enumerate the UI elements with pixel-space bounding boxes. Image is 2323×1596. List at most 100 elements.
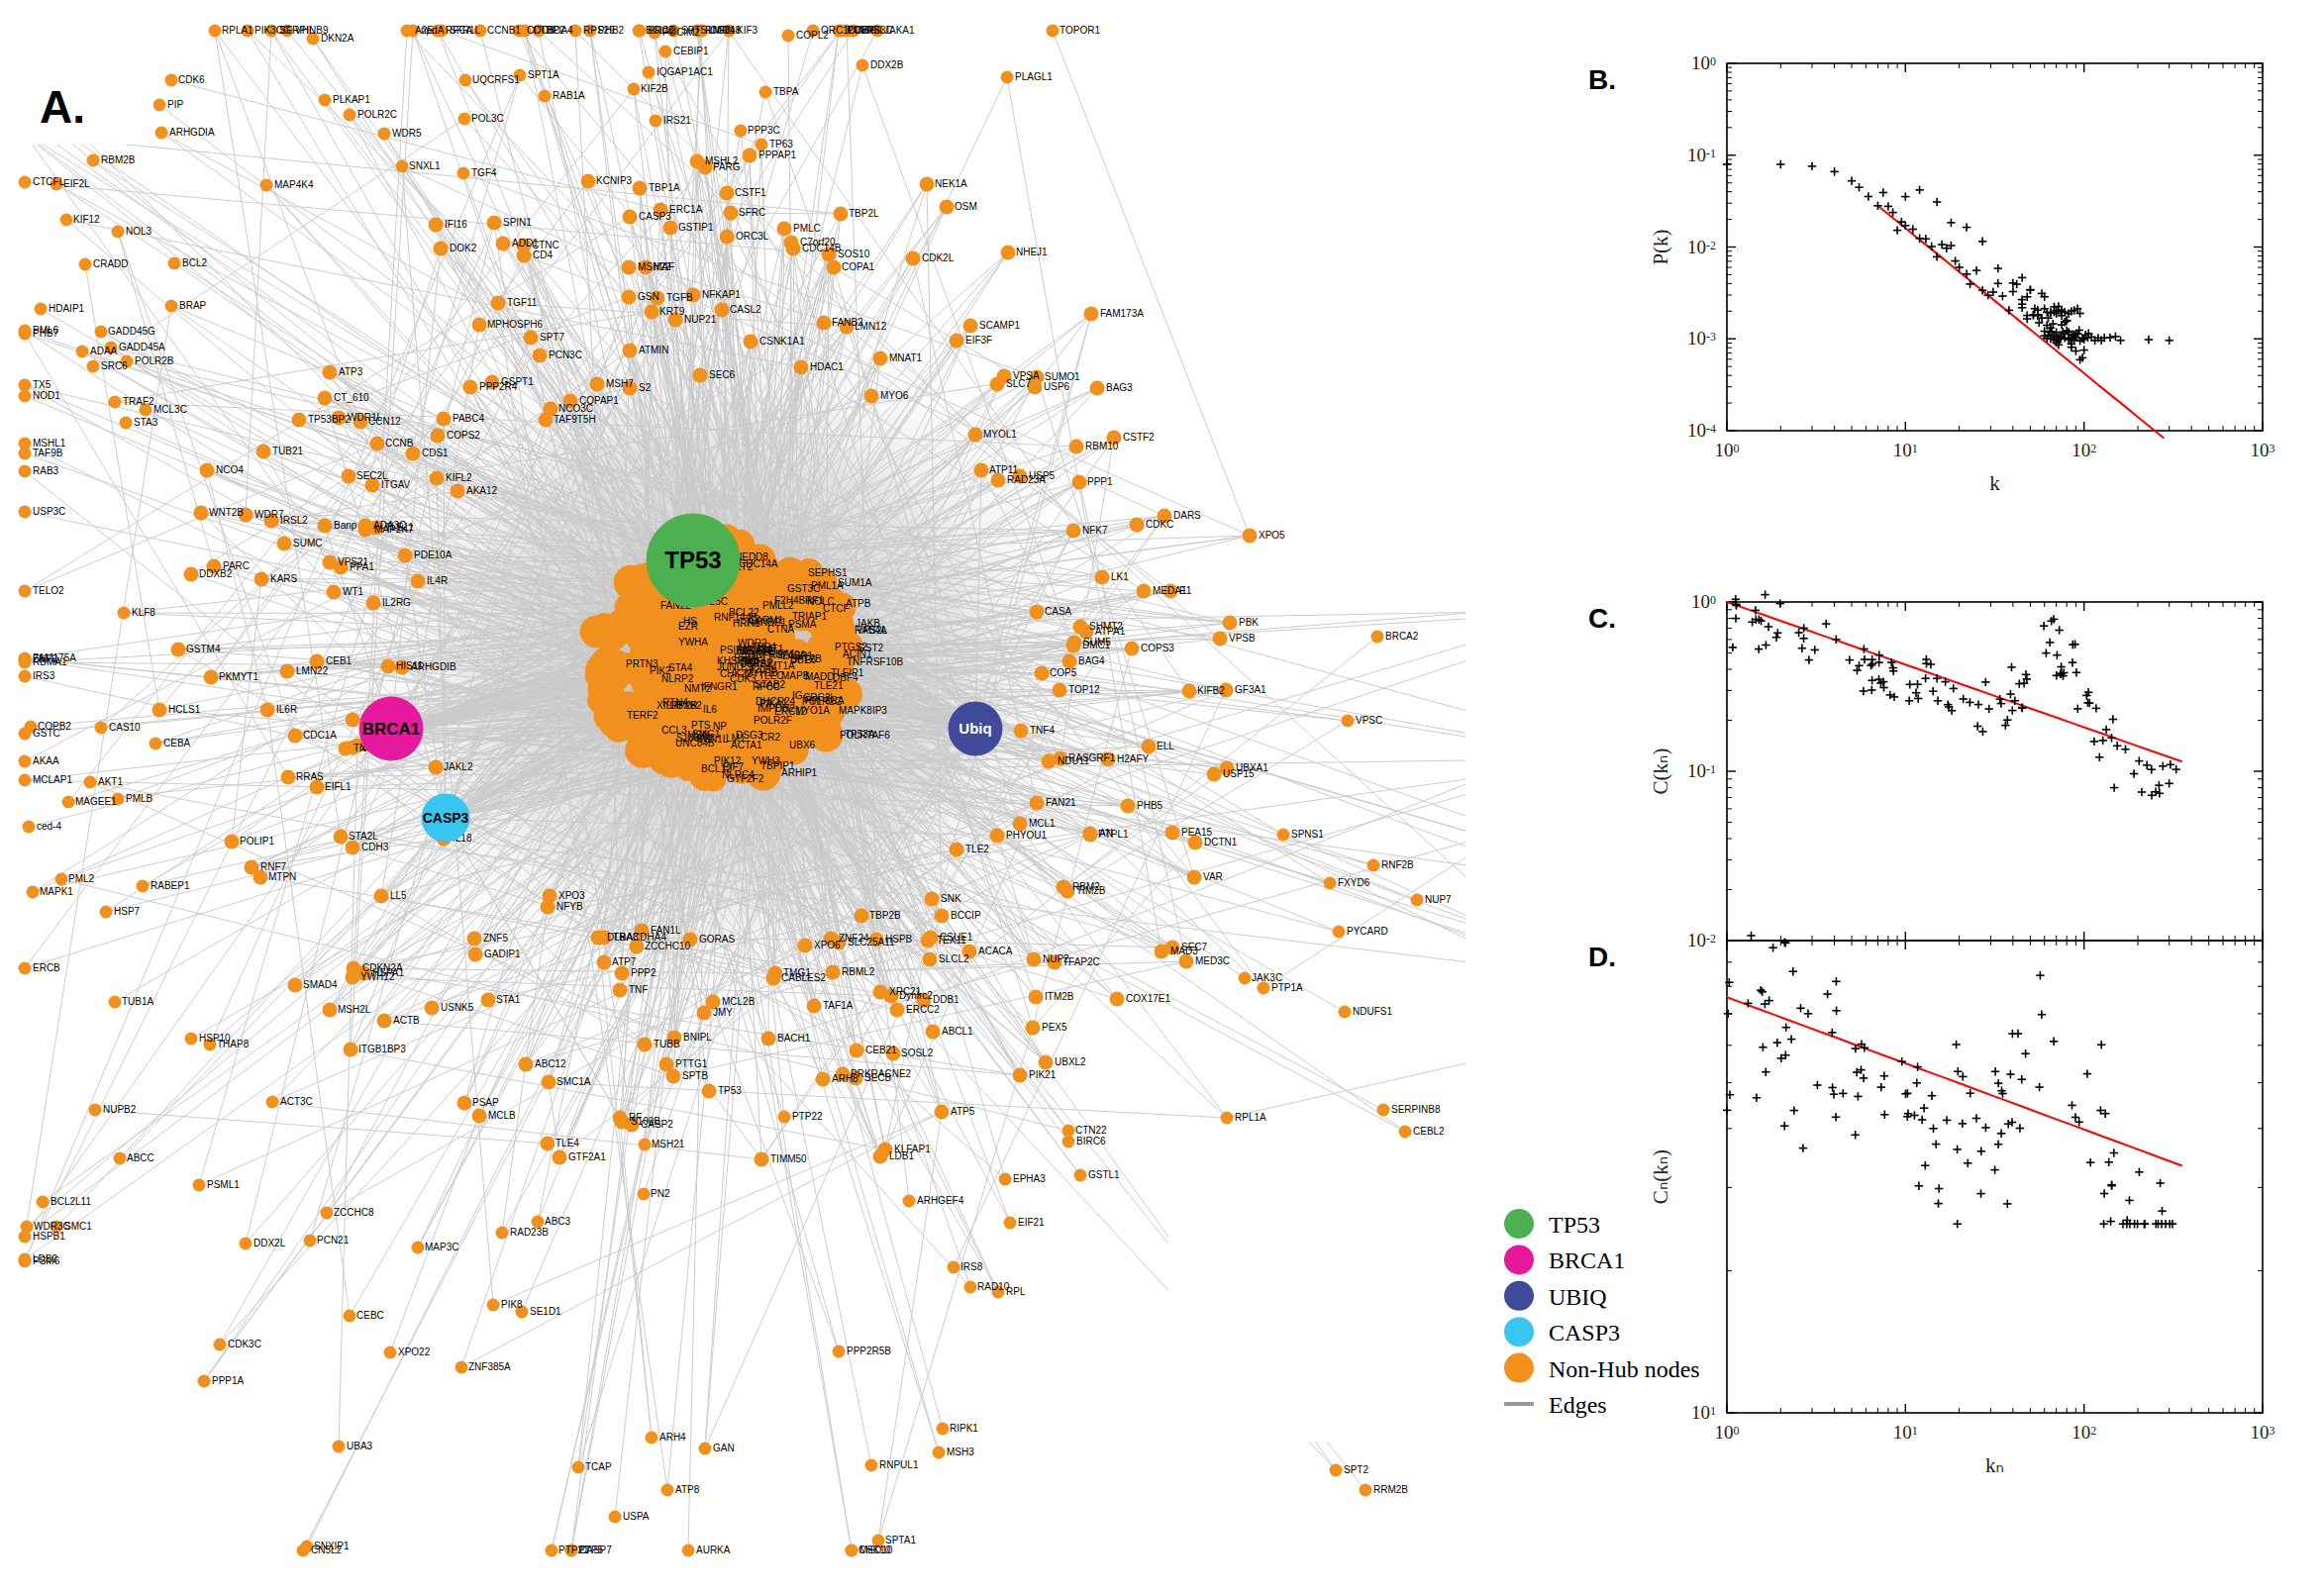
svg-text:CTN22: CTN22 [1075, 1125, 1107, 1136]
svg-text:PMLL2: PMLL2 [762, 600, 794, 611]
svg-text:DCTN1: DCTN1 [1204, 837, 1238, 848]
svg-text:LK1: LK1 [1111, 571, 1129, 582]
svg-text:PPP2: PPP2 [631, 967, 656, 978]
svg-text:USNK5: USNK5 [441, 1002, 474, 1013]
svg-text:TUBB: TUBB [654, 1039, 680, 1049]
svg-text:ZCCHC8: ZCCHC8 [334, 1207, 374, 1218]
svg-text:PARG: PARG [713, 161, 741, 172]
svg-text:KLFAP1: KLFAP1 [894, 1144, 931, 1154]
svg-text:CASP1: CASP1 [780, 650, 813, 661]
svg-text:ZNF24: ZNF24 [839, 933, 869, 944]
svg-text:MSH2L: MSH2L [338, 1004, 371, 1015]
svg-text:MAPK1: MAPK1 [40, 886, 73, 897]
svg-text:HSP10: HSP10 [199, 1033, 231, 1044]
svg-text:TP53: TP53 [664, 547, 721, 573]
svg-text:EIF21: EIF21 [1018, 1217, 1045, 1228]
svg-text:MPHOSPH6: MPHOSPH6 [487, 319, 544, 330]
svg-text:ABC12: ABC12 [535, 1058, 566, 1069]
svg-text:PSML1: PSML1 [207, 1179, 240, 1190]
svg-text:TLE2: TLE2 [965, 844, 989, 854]
svg-text:C(kₙ): C(kₙ) [1649, 748, 1672, 795]
svg-text:TFAP2C: TFAP2C [1062, 956, 1100, 967]
svg-text:KIFB2: KIFB2 [1197, 685, 1225, 696]
svg-text:SNXL1: SNXL1 [409, 160, 441, 171]
svg-text:RAB3: RAB3 [33, 465, 59, 476]
svg-text:CD4: CD4 [533, 249, 553, 260]
svg-text:MAGEE1: MAGEE1 [75, 796, 117, 807]
svg-text:GADIP1: GADIP1 [484, 948, 521, 959]
svg-text:ZNF5: ZNF5 [483, 933, 508, 944]
svg-text:ACT3C: ACT3C [280, 1096, 313, 1107]
svg-text:DDB1: DDB1 [933, 994, 960, 1005]
svg-text:IRS3: IRS3 [33, 670, 55, 681]
svg-text:MCL1: MCL1 [1029, 818, 1056, 829]
svg-text:PUCIM2: PUCIM2 [662, 27, 700, 38]
svg-text:IL4R: IL4R [427, 575, 448, 586]
svg-text:DARS: DARS [1173, 510, 1201, 521]
svg-text:EIF2L: EIF2L [63, 178, 90, 189]
svg-text:IL2RG: IL2RG [382, 597, 411, 608]
svg-text:MEDA1: MEDA1 [1153, 585, 1187, 596]
svg-text:PTP21: PTP21 [558, 1545, 589, 1555]
svg-text:MCL2B: MCL2B [722, 996, 756, 1007]
svg-text:ABCL1: ABCL1 [942, 1026, 973, 1037]
svg-text:ARH4: ARH4 [659, 1432, 686, 1443]
svg-text:GADD45G: GADD45G [108, 326, 155, 337]
svg-text:HDAC1: HDAC1 [810, 361, 844, 372]
svg-text:GSTIP1: GSTIP1 [678, 222, 714, 233]
svg-text:SEC6: SEC6 [709, 369, 736, 380]
svg-text:LMN22: LMN22 [296, 665, 329, 676]
svg-text:ATP7: ATP7 [612, 956, 637, 967]
svg-text:KLF8: KLF8 [132, 607, 155, 618]
svg-text:KIF2B: KIF2B [641, 83, 668, 94]
svg-text:RBM2B: RBM2B [101, 154, 136, 165]
svg-text:PCN21: PCN21 [317, 1235, 350, 1246]
svg-text:RNF7: RNF7 [260, 861, 287, 872]
svg-text:YWHA: YWHA [678, 637, 708, 648]
svg-text:BACH1: BACH1 [777, 1033, 811, 1044]
svg-text:C.: C. [1588, 603, 1616, 634]
svg-text:XPO3: XPO3 [558, 890, 585, 901]
svg-text:RNF2B: RNF2B [1381, 859, 1414, 870]
svg-text:TGF11: TGF11 [507, 297, 538, 308]
svg-text:COPA1: COPA1 [842, 261, 875, 272]
svg-text:SLC7: SLC7 [1006, 378, 1031, 389]
svg-text:MTPN: MTPN [268, 871, 296, 882]
svg-text:PTGS2: PTGS2 [835, 642, 867, 652]
svg-text:GORAS: GORAS [699, 934, 735, 945]
svg-text:SCAMP1: SCAMP1 [979, 320, 1021, 331]
svg-text:TKT: TKT [742, 656, 760, 667]
svg-text:TLE21: TLE21 [814, 680, 844, 691]
svg-text:MCLB: MCLB [488, 1110, 516, 1121]
svg-text:SECB: SECB [864, 1072, 892, 1083]
svg-text:PMLC: PMLC [793, 223, 821, 234]
svg-text:BCL2L11: BCL2L11 [50, 1196, 91, 1207]
svg-text:BAG3: BAG3 [1106, 382, 1133, 393]
svg-text:ERCC2: ERCC2 [906, 1004, 940, 1015]
svg-text:CASP3: CASP3 [1549, 1320, 1620, 1346]
svg-text:CDC1A: CDC1A [303, 730, 337, 741]
svg-text:RBM2: RBM2 [1072, 881, 1100, 892]
svg-text:RPLA1: RPLA1 [222, 25, 253, 36]
svg-text:RBM10: RBM10 [1085, 441, 1119, 451]
svg-text:SNK: SNK [941, 893, 961, 904]
svg-text:TOP12: TOP12 [1068, 684, 1100, 695]
svg-text:CASA: CASA [1045, 606, 1072, 617]
svg-text:ADAA: ADAA [90, 346, 118, 356]
svg-text:TNF4: TNF4 [1030, 725, 1055, 736]
svg-text:GSTC: GSTC [33, 728, 60, 739]
svg-text:KIFL2: KIFL2 [446, 472, 472, 483]
svg-text:PIK21: PIK21 [1029, 1069, 1057, 1080]
svg-text:CDK6: CDK6 [178, 74, 205, 85]
svg-text:CEBC: CEBC [356, 1310, 384, 1321]
svg-text:TAF9T5H: TAF9T5H [554, 414, 596, 425]
svg-text:XPO6: XPO6 [814, 940, 841, 950]
svg-text:CABLES2: CABLES2 [781, 972, 826, 983]
svg-text:WNT2B: WNT2B [209, 507, 244, 518]
svg-text:SEC7: SEC7 [1181, 942, 1208, 952]
svg-text:NMT2: NMT2 [684, 683, 712, 694]
svg-text:PTTG1: PTTG1 [675, 1058, 708, 1069]
svg-text:SPT1A: SPT1A [528, 69, 559, 80]
svg-text:PPP1A: PPP1A [212, 1375, 245, 1386]
svg-text:PN2: PN2 [651, 1188, 670, 1199]
